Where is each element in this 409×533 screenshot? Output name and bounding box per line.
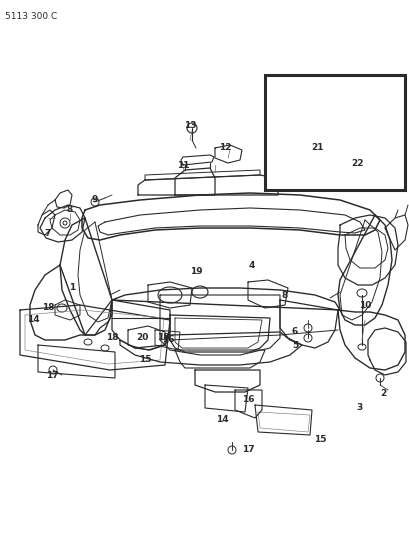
Text: 20: 20 xyxy=(135,334,148,343)
Text: 8: 8 xyxy=(281,290,288,300)
Text: 13: 13 xyxy=(183,120,196,130)
Text: 2: 2 xyxy=(379,389,385,398)
Text: 3: 3 xyxy=(356,403,362,413)
Text: 22: 22 xyxy=(351,158,363,167)
Text: 18: 18 xyxy=(156,334,169,343)
Text: 15: 15 xyxy=(313,435,326,445)
Text: 18: 18 xyxy=(106,334,118,343)
Text: 10: 10 xyxy=(358,301,370,310)
Text: 1: 1 xyxy=(69,284,75,293)
Text: 14: 14 xyxy=(27,316,39,325)
Text: 6: 6 xyxy=(291,327,297,336)
Text: 8: 8 xyxy=(67,206,73,214)
Text: 15: 15 xyxy=(138,356,151,365)
Text: 9: 9 xyxy=(92,196,98,205)
Text: 11: 11 xyxy=(176,160,189,169)
Text: 7: 7 xyxy=(45,229,51,238)
Bar xyxy=(264,75,404,190)
Text: 12: 12 xyxy=(218,143,231,152)
Text: 17: 17 xyxy=(241,446,254,455)
Text: 19: 19 xyxy=(189,268,202,277)
Text: 4: 4 xyxy=(248,261,254,270)
Text: 21: 21 xyxy=(311,143,324,152)
Text: 14: 14 xyxy=(215,416,228,424)
Text: 5113 300 C: 5113 300 C xyxy=(5,12,57,21)
Text: 16: 16 xyxy=(162,335,174,344)
Text: 16: 16 xyxy=(241,395,254,405)
Text: 17: 17 xyxy=(45,370,58,379)
Text: 18: 18 xyxy=(42,303,54,312)
Text: 5: 5 xyxy=(291,341,297,350)
